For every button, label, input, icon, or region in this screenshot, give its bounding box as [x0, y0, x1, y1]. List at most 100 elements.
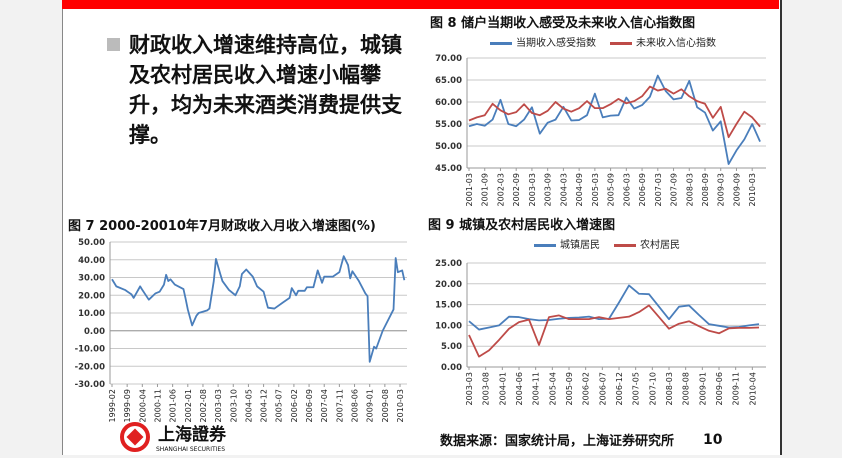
- y-tick-label: 30.00: [78, 274, 105, 284]
- x-tick-label: 2006-02: [582, 372, 591, 405]
- y-tick-label: 70.00: [435, 54, 462, 64]
- x-tick-label: 2005-09: [565, 372, 574, 405]
- x-tick-label: 2003-03: [465, 372, 474, 405]
- legend-item: 未来收入信心指数: [610, 34, 716, 49]
- x-tick-label: 2006-09: [305, 389, 314, 422]
- x-tick-label: 1999-02: [108, 389, 117, 422]
- data-line-fig7-0: [111, 255, 406, 363]
- x-tick-label: 1999-09: [123, 389, 132, 422]
- x-tick-label: 2007-03: [654, 173, 663, 206]
- x-tick-label: 2003-03: [528, 173, 537, 206]
- data-source: 数据来源：国家统计局，上海证券研究所: [440, 434, 675, 449]
- bullet-square-icon: [107, 38, 120, 51]
- page-number: 10: [703, 432, 723, 448]
- y-tick-label: -30.00: [75, 380, 105, 390]
- y-tick-label: 40.00: [78, 256, 105, 266]
- fig8-legend: 当期收入感受指数 未来收入信心指数: [490, 34, 716, 49]
- x-tick-label: 2000-04: [138, 389, 147, 422]
- svg-text:上海證券: 上海證券: [158, 424, 227, 445]
- x-tick-label: 2009-01: [698, 372, 707, 405]
- y-tick-label: 50.00: [78, 238, 105, 248]
- y-tick-label: 20.00: [78, 291, 105, 301]
- x-tick-label: 2008-08: [682, 372, 691, 405]
- legend-swatch: [490, 41, 512, 45]
- legend-item: 当期收入感受指数: [490, 34, 596, 49]
- fig7-title: 图 7 2000-20010年7月财政收入月收入增速图(%): [68, 219, 376, 234]
- y-tick-label: 65.00: [435, 76, 462, 86]
- series-line-fig8-0: [468, 74, 761, 165]
- x-tick-label: 2005-07: [275, 389, 284, 422]
- x-tick-label: 2003-08: [482, 372, 491, 405]
- fig9-title: 图 9 城镇及农村居民收入增速图: [428, 218, 616, 233]
- logo-emblem-icon: 上海證券 SHANGHAI SECURITIES: [120, 422, 227, 453]
- x-tick-label: 2001-06: [169, 389, 178, 422]
- x-tick-label: 2001-03: [465, 173, 474, 206]
- x-tick-label: 2010-03: [396, 389, 405, 422]
- x-tick-label: 2007-11: [335, 389, 344, 422]
- x-tick-label: 2006-09: [638, 173, 647, 206]
- x-tick-label: 2004-03: [559, 173, 568, 206]
- x-tick-label: 2010-04: [748, 372, 757, 405]
- legend-label: 当期收入感受指数: [516, 38, 596, 49]
- svg-text:SHANGHAI SECURITIES: SHANGHAI SECURITIES: [156, 446, 225, 453]
- x-tick-label: 2003-09: [544, 173, 553, 206]
- series-line-fig9-0: [468, 284, 760, 331]
- x-tick-label: 2007-10: [648, 372, 657, 405]
- legend-label: 城镇居民: [560, 240, 600, 251]
- bullet-point: 财政收入增速维持高位，城镇及农村居民收入增速小幅攀升，均为未来酒类消费提供支撑。: [107, 30, 407, 150]
- x-tick-label: 2008-09: [701, 173, 710, 206]
- x-tick-label: 2006-03: [622, 173, 631, 206]
- x-tick-label: 2004-09: [575, 173, 584, 206]
- x-tick-label: 2002-01: [184, 389, 193, 422]
- x-tick-label: 2009-03: [717, 173, 726, 206]
- x-tick-label: 2005-03: [591, 173, 600, 206]
- x-tick-label: 2009-01: [366, 389, 375, 422]
- x-tick-label: 2001-09: [481, 173, 490, 206]
- x-tick-label: 2007-04: [320, 389, 329, 422]
- legend-item: 农村居民: [614, 236, 680, 251]
- x-tick-label: 2007-05: [632, 372, 641, 405]
- series-line-fig8-1: [468, 85, 761, 139]
- x-tick-label: 2004-06: [515, 372, 524, 405]
- y-tick-label: 10.00: [435, 321, 462, 331]
- fig9-legend: 城镇居民 农村居民: [534, 236, 680, 251]
- x-tick-label: 2004-11: [532, 372, 541, 405]
- y-tick-label: 55.00: [435, 120, 462, 130]
- x-tick-label: 2007-09: [670, 173, 679, 206]
- series-line-fig9-1: [468, 304, 760, 358]
- x-tick-label: 2000-11: [153, 389, 162, 422]
- y-tick-label: 15.00: [435, 301, 462, 311]
- slide: [62, 0, 782, 455]
- legend-swatch: [610, 41, 632, 45]
- y-tick-label: 20.00: [435, 280, 462, 290]
- title-bar: [62, 0, 779, 9]
- fig8-title: 图 8 储户当期收入感受及未来收入信心指数图: [430, 16, 696, 31]
- x-tick-label: 2002-03: [496, 173, 505, 206]
- x-tick-label: 2009-06: [715, 372, 724, 405]
- legend-label: 农村居民: [640, 240, 680, 251]
- x-tick-label: 2003-10: [229, 389, 238, 422]
- y-tick-label: -10.00: [75, 345, 105, 355]
- x-tick-label: 2008-03: [685, 173, 694, 206]
- x-tick-label: 2005-09: [607, 173, 616, 206]
- y-tick-label: 60.00: [435, 98, 462, 108]
- x-tick-label: 2005-04: [548, 372, 557, 405]
- x-tick-label: 2006-02: [290, 389, 299, 422]
- x-tick-label: 2010-03: [748, 173, 757, 206]
- x-tick-label: 2004-05: [244, 389, 253, 422]
- y-tick-label: 0.00: [84, 327, 105, 337]
- bullet-text: 财政收入增速维持高位，城镇及农村居民收入增速小幅攀升，均为未来酒类消费提供支撑。: [129, 33, 402, 147]
- x-tick-label: 2008-03: [665, 372, 674, 405]
- y-tick-label: 50.00: [435, 142, 462, 152]
- x-tick-label: 2009-11: [732, 372, 741, 405]
- y-tick-label: 10.00: [78, 309, 105, 319]
- x-tick-label: 2003-03: [214, 389, 223, 422]
- x-tick-label: 2008-06: [351, 389, 360, 422]
- y-tick-label: 45.00: [435, 164, 462, 174]
- x-tick-label: 2002-09: [512, 173, 521, 206]
- legend-label: 未来收入信心指数: [636, 38, 716, 49]
- x-tick-label: 2009-08: [381, 389, 390, 422]
- y-tick-label: 0.00: [441, 363, 462, 373]
- shanghai-securities-logo: 上海證券 SHANGHAI SECURITIES: [118, 420, 258, 454]
- legend-swatch: [614, 243, 636, 247]
